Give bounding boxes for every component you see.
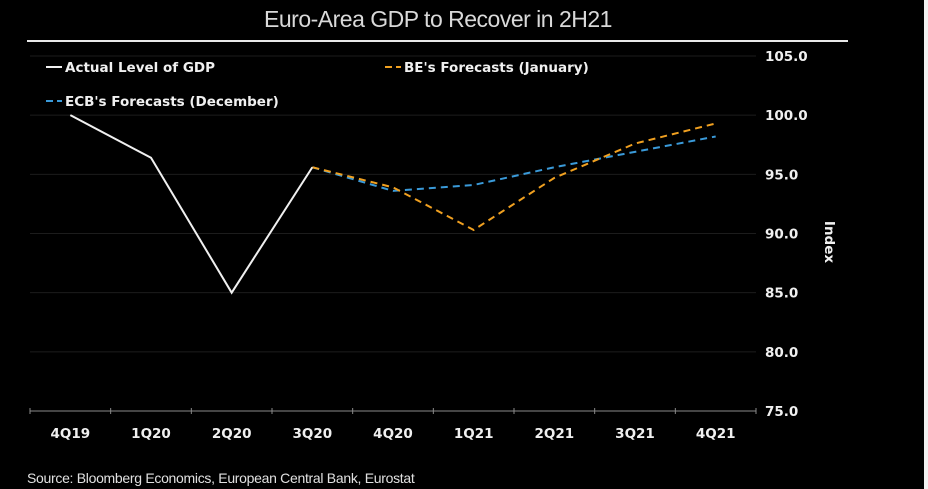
x-tick-label: 2Q21 [535, 426, 575, 442]
source-note: Source: Bloomberg Economics, European Ce… [27, 470, 415, 486]
series-line-1 [312, 122, 716, 232]
y-tick-label: 75.0 [765, 404, 798, 420]
x-tick-label: 1Q20 [131, 426, 171, 442]
legend-label: ECB's Forecasts (December) [65, 94, 279, 110]
y-tick-label: 105.0 [765, 49, 808, 65]
x-tick-label: 2Q20 [212, 426, 252, 442]
y-tick-label: 95.0 [765, 167, 798, 183]
x-tick-label: 3Q21 [615, 426, 655, 442]
window-edge [924, 0, 928, 489]
title-divider [27, 40, 848, 42]
x-tick-label: 4Q19 [51, 426, 91, 442]
y-tick-label: 80.0 [765, 345, 798, 361]
legend-label: Actual Level of GDP [65, 60, 215, 76]
y-axis-label: Index [821, 221, 837, 263]
x-tick-label: 1Q21 [454, 426, 494, 442]
y-tick-label: 100.0 [765, 108, 808, 124]
y-tick-label: 90.0 [765, 227, 798, 243]
series-line-0 [69, 114, 314, 295]
chart-title: Euro-Area GDP to Recover in 2H21 [264, 6, 612, 32]
x-tick-label: 4Q21 [696, 426, 736, 442]
y-tick-label: 85.0 [765, 286, 798, 302]
x-tick-label: 3Q20 [293, 426, 333, 442]
x-tick-label: 4Q20 [373, 426, 413, 442]
legend-label: BE's Forecasts (January) [404, 60, 589, 76]
series-line-2 [312, 135, 716, 192]
